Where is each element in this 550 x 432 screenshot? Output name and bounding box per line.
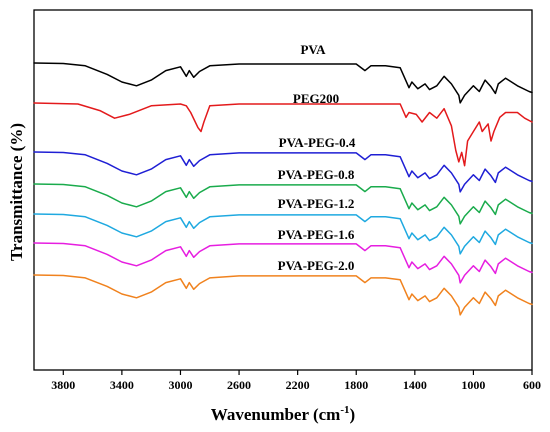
x-tick-label: 3000 [168,378,192,392]
spectra-group [33,62,533,316]
spectrum-line-pva-peg-1-6 [33,242,533,284]
series-label-pva-peg-0-8: PVA-PEG-0.8 [278,167,355,182]
x-axis-ticks: 3800 3400 3000 2600 2200 1800 1400 1000 600 [51,370,541,392]
x-tick-label: 1000 [461,378,485,392]
series-label-pva-peg-1-2: PVA-PEG-1.2 [278,196,355,211]
series-label-pva-peg-0-4: PVA-PEG-0.4 [279,135,356,150]
spectrum-line-pva-peg-0-8 [33,183,533,225]
x-tick-label: 3400 [110,378,134,392]
x-tick-label: 600 [523,378,541,392]
x-tick-label: 1400 [403,378,427,392]
x-tick-label: 3800 [51,378,75,392]
spectrum-line-pva-peg-1-2 [33,213,533,255]
y-axis-title: Transmittance (%) [7,123,26,261]
series-label-peg200: PEG200 [293,91,339,106]
plot-frame [33,9,533,371]
x-tick-label: 2200 [286,378,310,392]
spectrum-line-pva-peg-2-0 [33,274,533,316]
spectrum-line-pva [33,62,533,104]
series-label-pva-peg-2-0: PVA-PEG-2.0 [278,258,355,273]
spectrum-line-pva-peg-0-4 [33,151,533,193]
x-tick-label: 1800 [344,378,368,392]
x-axis-title: Wavenumber (cm-1) [211,404,355,424]
spectrum-line-peg200 [33,102,533,167]
x-tick-label: 2600 [227,378,251,392]
series-labels: PVA PEG200 PVA-PEG-0.4 PVA-PEG-0.8 PVA-PEG-1… [278,42,356,273]
series-label-pva-peg-1-6: PVA-PEG-1.6 [278,227,355,242]
series-label-pva: PVA [300,42,326,57]
